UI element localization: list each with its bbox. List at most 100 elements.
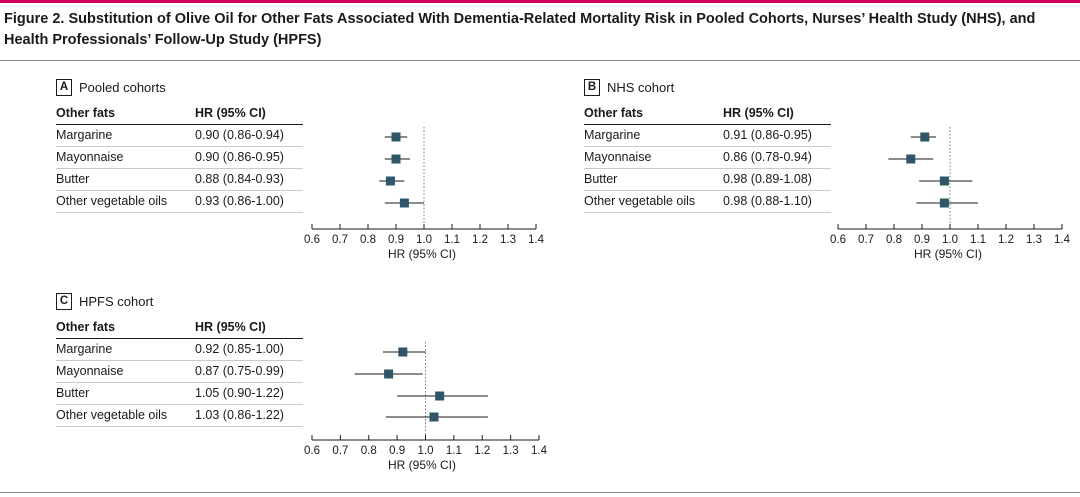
table-header-row: Other fats HR (95% CI): [584, 104, 831, 125]
fat-label: Other vegetable oils: [56, 194, 168, 208]
fat-label: Butter: [56, 172, 90, 186]
fat-label: Margarine: [56, 342, 113, 356]
x-axis-title: HR (95% CI): [387, 247, 456, 261]
fat-label: Butter: [56, 386, 90, 400]
hr-value: 0.87 (0.75-0.99): [195, 364, 284, 378]
forest-plot-svg: 0.6 0.7 0.8 0.9 1.0 1.1 1.2 1.3 1.4: [830, 127, 1071, 246]
figure-title: Figure 2. Substitution of Olive Oil for …: [4, 11, 1036, 48]
x-tick-label: 0.7: [858, 234, 874, 246]
hr-value: 0.92 (0.85-1.00): [195, 342, 284, 356]
forest-plot-nhs: 0.6 0.7 0.8 0.9 1.0 1.1 1.2 1.3 1.4: [826, 125, 1071, 246]
hr-value: 0.90 (0.86-0.94): [195, 128, 284, 142]
fat-label: Mayonnaise: [56, 364, 124, 378]
column-header-other-fats: Other fats: [56, 320, 116, 334]
table-row: Butter 0.98 (0.89-1.08): [584, 169, 831, 191]
x-tick-label: 1.4: [1054, 234, 1071, 246]
x-tick-label: 1.2: [474, 445, 490, 457]
table-header-row: Other fats HR (95% CI): [56, 104, 303, 125]
hr-point-marker: [435, 391, 445, 401]
hr-value: 0.88 (0.84-0.93): [195, 172, 284, 186]
table-row: Mayonnaise 0.87 (0.75-0.99): [56, 361, 303, 383]
x-tick-label: 0.7: [332, 445, 348, 457]
x-tick-label: 0.9: [388, 234, 404, 246]
x-axis-title: HR (95% CI): [913, 247, 982, 261]
column-header-hr: HR (95% CI): [195, 106, 266, 120]
fat-label: Mayonnaise: [584, 150, 652, 164]
table-row: Butter 1.05 (0.90-1.22): [56, 383, 303, 405]
column-header-other-fats: Other fats: [56, 106, 116, 120]
hr-point-marker: [429, 412, 439, 422]
x-tick-label: 0.8: [886, 234, 902, 246]
column-header-other-fats: Other fats: [584, 106, 644, 120]
panel-title: Pooled cohorts: [79, 79, 166, 95]
column-header-hr: HR (95% CI): [195, 320, 266, 334]
hr-value: 0.90 (0.86-0.95): [195, 150, 284, 164]
panel-header: A Pooled cohorts: [56, 78, 166, 96]
forest-plot-svg: 0.6 0.7 0.8 0.9 1.0 1.1 1.2 1.3 1.4: [304, 127, 545, 246]
x-tick-label: 1.2: [472, 234, 488, 246]
hr-value: 0.98 (0.89-1.08): [723, 172, 812, 186]
x-tick-label: 1.4: [531, 445, 548, 457]
hr-point-marker: [384, 369, 394, 379]
panel-title: NHS cohort: [607, 79, 675, 95]
x-tick-label: 0.6: [304, 234, 320, 246]
forest-plot-svg: 0.6 0.7 0.8 0.9 1.0 1.1 1.2 1.3 1.4: [304, 342, 548, 457]
table-header-row: Other fats HR (95% CI): [56, 318, 303, 339]
hr-point-marker: [391, 132, 401, 142]
hr-point-marker: [398, 347, 408, 357]
table-row: Margarine 0.92 (0.85-1.00): [56, 339, 303, 361]
x-tick-label: 1.3: [1026, 234, 1042, 246]
hr-point-marker: [939, 198, 949, 208]
hr-value: 0.91 (0.86-0.95): [723, 128, 812, 142]
x-tick-label: 0.9: [389, 445, 405, 457]
hr-value: 0.93 (0.86-1.00): [195, 194, 284, 208]
table-row: Margarine 0.91 (0.86-0.95): [584, 125, 831, 147]
x-tick-label: 1.4: [528, 234, 545, 246]
x-tick-label: 0.8: [361, 445, 377, 457]
x-tick-label: 1.0: [416, 234, 432, 246]
table-row: Other vegetable oils 1.03 (0.86-1.22): [56, 405, 303, 427]
hr-table: Other fats HR (95% CI) Margarine 0.92 (0.…: [56, 318, 303, 427]
x-axis-title: HR (95% CI): [387, 458, 456, 472]
fat-label: Other vegetable oils: [584, 194, 696, 208]
x-tick-label: 1.0: [418, 445, 434, 457]
table-row: Other vegetable oils 0.98 (0.88-1.10): [584, 191, 831, 213]
table-row: Other vegetable oils 0.93 (0.86-1.00): [56, 191, 303, 213]
hr-point-marker: [920, 132, 930, 142]
hr-value: 1.05 (0.90-1.22): [195, 386, 284, 400]
panel-letter-badge: B: [584, 78, 600, 96]
panel-letter-badge: A: [56, 78, 72, 96]
fat-label: Margarine: [584, 128, 641, 142]
hr-point-marker: [399, 198, 409, 208]
x-tick-label: 1.0: [942, 234, 958, 246]
column-header-hr: HR (95% CI): [723, 106, 794, 120]
x-tick-label: 0.9: [914, 234, 930, 246]
x-tick-label: 0.6: [830, 234, 846, 246]
hr-point-marker: [939, 176, 949, 186]
panel-header: B NHS cohort: [584, 78, 674, 96]
x-tick-label: 0.8: [360, 234, 376, 246]
x-tick-label: 1.1: [970, 234, 986, 246]
hr-point-marker: [385, 176, 395, 186]
hr-value: 1.03 (0.86-1.22): [195, 408, 284, 422]
panel-header: C HPFS cohort: [56, 292, 153, 310]
hr-value: 0.86 (0.78-0.94): [723, 150, 812, 164]
x-tick-label: 1.3: [500, 234, 516, 246]
hr-table: Other fats HR (95% CI) Margarine 0.90 (0.…: [56, 104, 303, 213]
fat-label: Margarine: [56, 128, 113, 142]
table-row: Butter 0.88 (0.84-0.93): [56, 169, 303, 191]
title-divider: [0, 60, 1080, 61]
x-tick-label: 1.1: [444, 234, 460, 246]
fat-label: Butter: [584, 172, 618, 186]
x-tick-label: 0.7: [332, 234, 348, 246]
panel-title: HPFS cohort: [79, 293, 154, 309]
fat-label: Other vegetable oils: [56, 408, 168, 422]
x-tick-label: 1.1: [446, 445, 462, 457]
hr-table: Other fats HR (95% CI) Margarine 0.91 (0.…: [584, 104, 831, 213]
x-tick-label: 1.3: [503, 445, 519, 457]
bottom-divider: [0, 492, 1080, 493]
forest-plot-pooled: 0.6 0.7 0.8 0.9 1.0 1.1 1.2 1.3 1.4: [300, 125, 545, 246]
x-tick-label: 1.2: [998, 234, 1014, 246]
table-row: Mayonnaise 0.90 (0.86-0.95): [56, 147, 303, 169]
table-row: Mayonnaise 0.86 (0.78-0.94): [584, 147, 831, 169]
